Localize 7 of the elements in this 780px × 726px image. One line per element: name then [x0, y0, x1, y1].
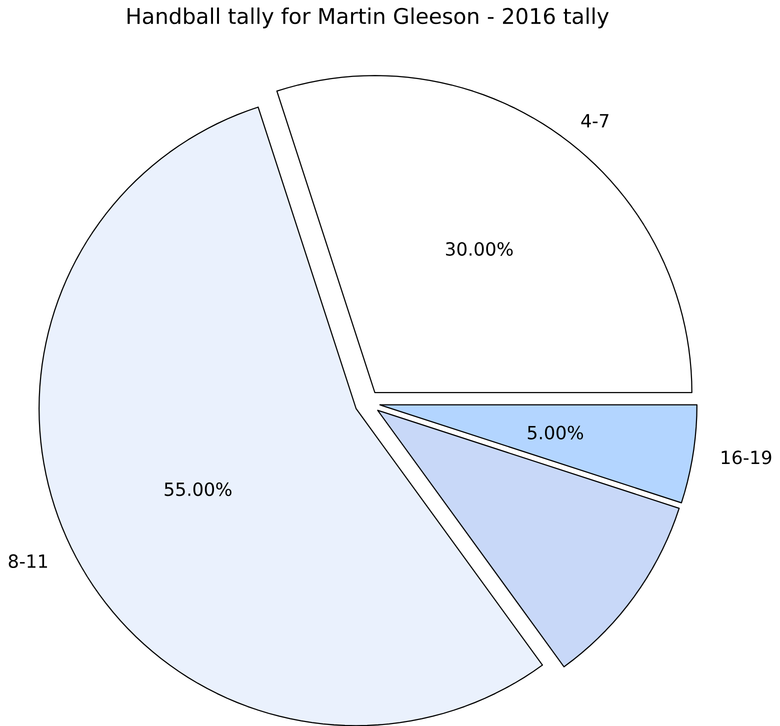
- chart-title: Handball tally for Martin Gleeson - 2016 tally: [128, 7, 609, 28]
- slice-label: 8-11: [8, 554, 47, 568]
- slice-label: 4-7: [581, 114, 608, 128]
- data-label: 55.00%: [164, 482, 232, 496]
- data-label: 5.00%: [528, 426, 584, 440]
- data-label: 30.00%: [446, 242, 513, 256]
- slice-label: 16-19: [722, 450, 772, 464]
